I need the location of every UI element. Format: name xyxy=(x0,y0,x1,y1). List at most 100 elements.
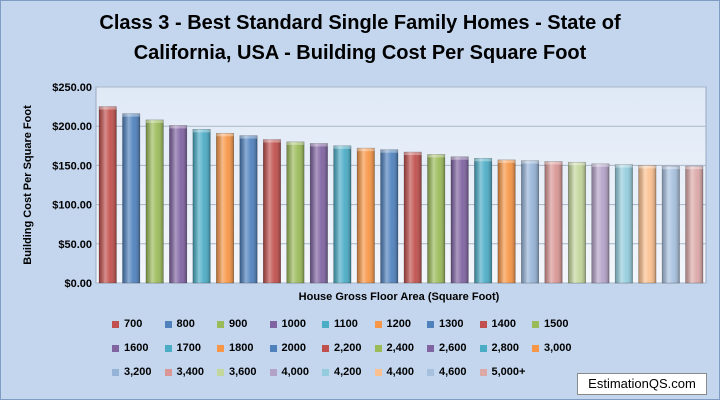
legend-label: 3,000 xyxy=(544,342,572,354)
bar-top xyxy=(169,125,187,129)
bar-2,800 xyxy=(474,158,493,284)
legend-swatch xyxy=(322,320,329,328)
bar-top xyxy=(615,164,633,168)
bar-3,200 xyxy=(521,160,540,284)
y-tick-label: $150.00 xyxy=(52,160,92,172)
legend-label: 1200 xyxy=(386,318,411,330)
legend-label: 4,600 xyxy=(439,366,467,378)
legend-label: 1500 xyxy=(544,318,569,330)
bar-shine xyxy=(263,139,281,283)
legend-swatch xyxy=(479,344,487,352)
bar-top xyxy=(521,160,539,164)
bar-top xyxy=(263,139,281,143)
legend-item: 800 xyxy=(164,318,195,330)
legend-swatch xyxy=(427,320,434,328)
bars xyxy=(98,106,704,284)
bar-shine xyxy=(333,145,352,283)
legend-label: 1300 xyxy=(439,318,464,330)
legend-item: 4,200 xyxy=(322,366,362,378)
bar-top xyxy=(568,162,586,166)
legend-label: 4,400 xyxy=(386,366,415,378)
bar-1200 xyxy=(216,132,235,284)
bar-1700 xyxy=(333,145,352,284)
legend-swatch xyxy=(374,320,382,328)
legend-item: 3,400 xyxy=(164,366,205,378)
bar-4,000 xyxy=(591,163,610,284)
bar-1100 xyxy=(192,129,211,284)
legend-label: 2,200 xyxy=(334,342,362,354)
legend-swatch xyxy=(269,344,277,352)
bar-top xyxy=(544,161,563,165)
bar-top xyxy=(122,113,140,117)
bar-shine xyxy=(122,113,140,283)
legend-swatch xyxy=(479,320,487,328)
bar-shine xyxy=(404,152,422,283)
legend-item: 1100 xyxy=(322,318,358,330)
y-tick-label: $250.00 xyxy=(52,82,92,94)
legend-swatch xyxy=(164,344,172,352)
bar-top xyxy=(239,135,258,139)
legend-label: 1700 xyxy=(176,342,201,354)
legend-label: 1400 xyxy=(491,318,516,330)
bar-top xyxy=(685,166,703,170)
bar-shine xyxy=(99,106,117,283)
bar-top xyxy=(357,148,375,152)
bar-shine xyxy=(310,143,328,283)
bar-shine xyxy=(638,165,657,283)
legend-label: 1100 xyxy=(334,318,358,330)
chart-title: Class 3 - Best Standard Single Family Ho… xyxy=(0,8,720,68)
bar-shine xyxy=(357,148,375,283)
bar-2000 xyxy=(380,149,399,284)
chart-title-line-1: Class 3 - Best Standard Single Family Ho… xyxy=(99,12,621,34)
bar-1500 xyxy=(286,141,305,284)
legend-label: 3,200 xyxy=(124,366,152,378)
bar-3,600 xyxy=(567,161,586,284)
legend-swatch xyxy=(322,344,329,352)
legend-swatch xyxy=(269,320,277,328)
bar-5,000+ xyxy=(685,165,704,284)
bar-shine xyxy=(145,119,164,283)
legend-label: 3,600 xyxy=(229,366,257,378)
bar-top xyxy=(662,166,680,170)
legend-label: 1800 xyxy=(229,342,254,354)
legend-swatch xyxy=(479,368,487,376)
legend-label: 5,000+ xyxy=(491,366,526,378)
bar-1800 xyxy=(356,147,375,284)
legend-label: 3,400 xyxy=(176,366,205,378)
legend-item: 3,600 xyxy=(217,366,257,378)
bar-top xyxy=(333,145,352,149)
legend-item: 700 xyxy=(112,318,142,330)
bar-top xyxy=(591,163,610,167)
legend-item: 4,600 xyxy=(427,366,467,378)
bar-top xyxy=(145,119,164,123)
plot-area xyxy=(95,86,707,284)
bar-shine xyxy=(169,125,187,283)
legend-item: 2000 xyxy=(269,342,306,354)
legend-label: 2000 xyxy=(281,342,306,354)
legend-swatch xyxy=(112,344,119,352)
legend-label: 2,600 xyxy=(439,342,467,354)
bar-top xyxy=(286,141,305,145)
bar-shine xyxy=(239,135,258,283)
y-tick-label: $200.00 xyxy=(52,121,92,133)
legend-label: 800 xyxy=(176,318,195,330)
legend-label: 1000 xyxy=(281,318,306,330)
legend-item: 4,000 xyxy=(269,366,309,378)
bar-top xyxy=(638,165,657,169)
bar-shine xyxy=(568,162,586,283)
legend-item: 900 xyxy=(217,318,247,330)
bar-shine xyxy=(662,166,680,283)
bar-shine xyxy=(521,160,539,283)
bar-top xyxy=(474,158,492,162)
bar-4,200 xyxy=(614,164,633,284)
bar-4,600 xyxy=(661,165,680,284)
legend-item: 5,000+ xyxy=(479,366,526,378)
legend-item: 4,400 xyxy=(374,366,415,378)
legend-label: 2,800 xyxy=(491,342,520,354)
legend-item: 1800 xyxy=(217,342,253,354)
bar-shine xyxy=(544,161,563,283)
legend-item: 1600 xyxy=(112,342,148,354)
legend-item: 1500 xyxy=(532,318,568,330)
y-tick-label: $0.00 xyxy=(64,278,92,290)
